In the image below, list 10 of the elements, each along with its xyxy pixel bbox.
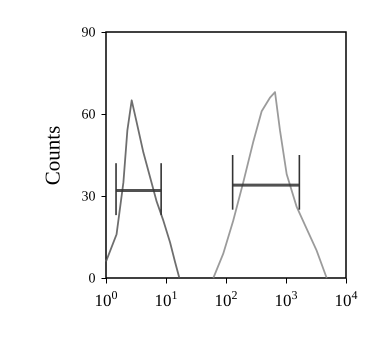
x-tick-label: 10$^{4}$ <box>334 288 358 310</box>
y-tick-label: 0 <box>88 272 96 286</box>
x-tick-label: 10$^{3}$ <box>274 288 298 310</box>
x-tick-label: 10$^{1}$ <box>154 288 178 310</box>
y-axis-title: Counts <box>40 126 64 186</box>
y-tick-label: 90 <box>82 26 96 40</box>
x-tick-label: 10$^{0}$ <box>94 288 118 310</box>
y-tick-label: 60 <box>82 108 96 122</box>
x-tick-label: 10$^{2}$ <box>214 288 238 310</box>
y-tick-label: 30 <box>82 190 96 204</box>
